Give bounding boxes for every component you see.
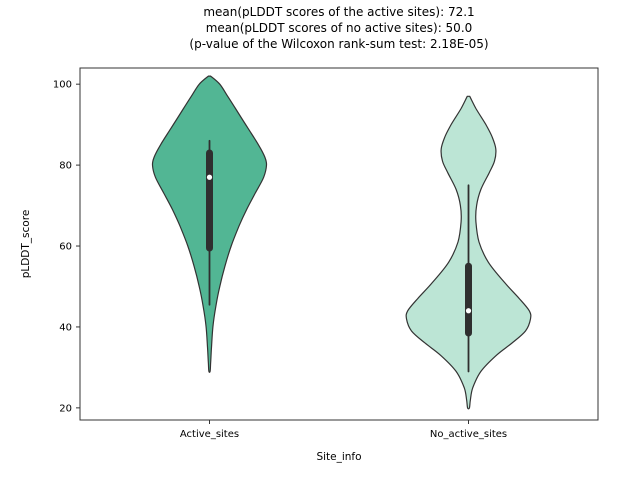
y-axis-label: pLDDT_score: [20, 209, 32, 279]
median-dot-active-sites: [206, 174, 213, 180]
x-tick-label-no-active-sites: No_active_sites: [430, 429, 507, 440]
y-tick-label: 60: [59, 242, 72, 253]
title-line-1: mean(pLDDT scores of the active sites): …: [203, 5, 475, 19]
x-axis-label: Site_info: [316, 451, 362, 463]
title-line-2: mean(pLDDT scores of no active sites): 5…: [205, 21, 473, 35]
title-line-3: (p-value of the Wilcoxon rank-sum test: …: [189, 37, 489, 51]
median-dot-no-active-sites: [465, 308, 472, 314]
y-tick-label: 40: [59, 322, 72, 333]
axes-frame: [79, 67, 599, 421]
chart-title: mean(pLDDT scores of the active sites): …: [80, 4, 598, 52]
y-tick-label: 20: [59, 403, 72, 414]
y-tick-label: 100: [53, 80, 72, 91]
y-tick-label: 80: [59, 161, 72, 172]
x-tick-label-active-sites: Active_sites: [180, 429, 239, 440]
